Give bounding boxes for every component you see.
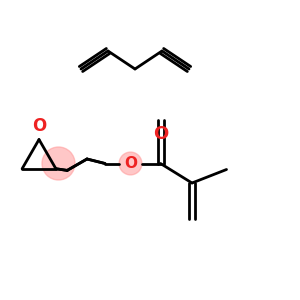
Circle shape [119,152,142,175]
Text: O: O [153,125,168,143]
Text: O: O [32,117,46,135]
Circle shape [42,147,75,180]
Text: O: O [124,156,137,171]
